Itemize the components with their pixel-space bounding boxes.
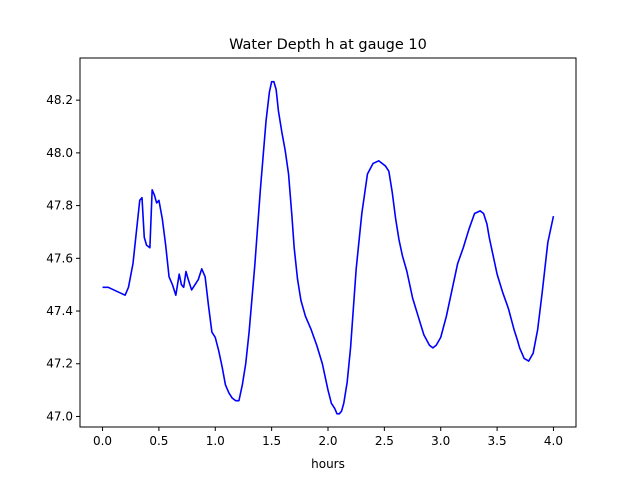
x-tick-label: 3.0 [431,434,450,448]
x-tick-label: 3.5 [488,434,507,448]
y-tick-label: 48.2 [46,93,73,107]
x-tick-label: 2.0 [318,434,337,448]
plot-area [102,80,555,415]
series-line-0 [102,80,555,415]
y-tick-label: 47.6 [46,251,73,265]
x-tick-label: 0.5 [149,434,168,448]
y-tick-label: 48.0 [46,146,73,160]
y-tick-label: 47.4 [46,304,73,318]
x-tick-label: 2.5 [375,434,394,448]
y-axis: 47.0 47.2 47.4 47.6 47.8 48.0 48.2 [46,93,80,423]
x-axis: 0.0 0.5 1.0 1.5 2.0 2.5 3.0 3.5 4.0 [93,427,563,448]
x-tick-label: 1.5 [262,434,281,448]
y-tick-label: 47.2 [46,357,73,371]
x-tick-label: 0.0 [93,434,112,448]
x-tick-label: 4.0 [544,434,563,448]
x-tick-label: 1.0 [206,434,225,448]
chart-title: Water Depth h at gauge 10 [229,37,427,53]
y-tick-label: 47.0 [46,409,73,423]
x-axis-label: hours [311,457,345,471]
y-tick-label: 47.8 [46,199,73,213]
